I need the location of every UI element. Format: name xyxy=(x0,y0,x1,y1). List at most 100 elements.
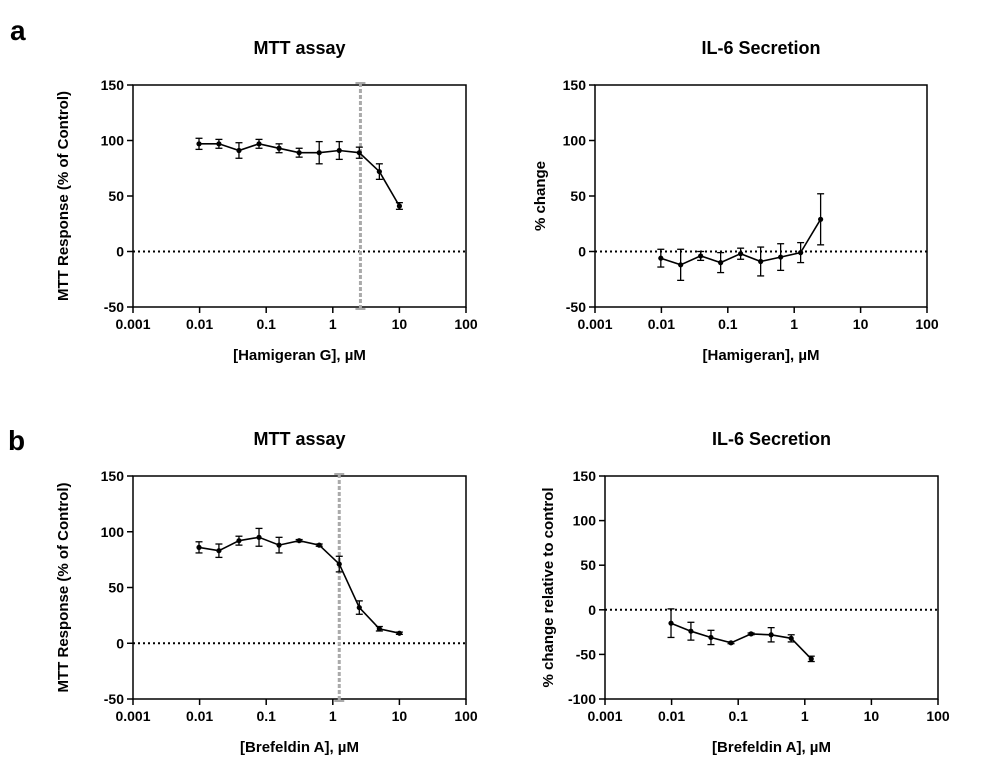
y-tick-label: 50 xyxy=(570,188,586,204)
y-tick-label: -100 xyxy=(568,691,596,707)
data-point xyxy=(738,251,744,257)
y-tick-label: -50 xyxy=(104,691,124,707)
data-point xyxy=(376,168,382,175)
data-point xyxy=(356,604,362,611)
y-tick-label: 150 xyxy=(101,77,125,93)
data-point xyxy=(678,262,684,268)
x-tick-label: 0.1 xyxy=(256,708,276,724)
y-axis-label: % change xyxy=(532,161,549,231)
y-tick-label: 50 xyxy=(580,557,596,573)
x-tick-label: 100 xyxy=(454,316,478,332)
x-tick-label: 0.01 xyxy=(186,316,213,332)
y-tick-label: 100 xyxy=(573,513,597,529)
series-line xyxy=(670,622,812,660)
x-tick-label: 0.001 xyxy=(577,316,612,332)
y-tick-label: 150 xyxy=(563,77,587,93)
x-tick-label: 100 xyxy=(915,316,939,332)
data-point xyxy=(356,150,362,156)
x-tick-label: 0.1 xyxy=(728,708,748,724)
panel-label-a: a xyxy=(10,15,26,46)
y-tick-label: 50 xyxy=(108,188,124,204)
plot-frame xyxy=(132,84,467,308)
data-point xyxy=(708,634,714,641)
data-point xyxy=(196,544,202,550)
x-axis-label: [Brefeldin A], µM xyxy=(712,739,831,756)
y-tick-label: -50 xyxy=(566,299,586,315)
data-point xyxy=(758,258,764,265)
y-axis-label: MTT Response (% of Control) xyxy=(55,483,72,693)
x-tick-label: 10 xyxy=(864,708,880,724)
x-tick-label: 1 xyxy=(801,708,809,724)
chart-title: IL-6 Secretion xyxy=(701,38,820,58)
y-tick-label: 100 xyxy=(101,133,125,149)
x-tick-label: 10 xyxy=(853,316,869,332)
x-tick-label: 10 xyxy=(392,316,408,332)
x-tick-label: 1 xyxy=(329,708,337,724)
data-point xyxy=(236,147,242,154)
x-tick-label: 100 xyxy=(926,708,950,724)
data-point xyxy=(296,150,302,156)
data-point xyxy=(748,631,754,637)
series-line xyxy=(198,536,400,634)
y-tick-label: 100 xyxy=(563,133,587,149)
x-tick-label: 0.01 xyxy=(186,708,213,724)
y-tick-label: 100 xyxy=(101,524,125,540)
chart-title: IL-6 Secretion xyxy=(712,429,831,449)
y-tick-label: 0 xyxy=(588,602,596,618)
x-tick-label: 0.1 xyxy=(718,316,738,332)
plot-frame xyxy=(132,475,467,700)
data-point xyxy=(376,626,382,632)
data-point xyxy=(778,254,784,260)
data-point xyxy=(718,260,724,266)
data-point xyxy=(658,255,664,261)
data-point xyxy=(276,542,282,548)
data-point xyxy=(296,538,302,544)
panel-label-b: b xyxy=(8,425,25,456)
y-axis-label: MTT Response (% of Control) xyxy=(55,91,72,301)
y-tick-label: 150 xyxy=(101,468,125,484)
x-tick-label: 10 xyxy=(392,708,408,724)
data-point xyxy=(216,141,222,147)
data-point xyxy=(276,145,282,151)
data-point xyxy=(688,628,694,634)
y-axis-label: % change relative to control xyxy=(540,487,557,687)
x-tick-label: 100 xyxy=(454,708,478,724)
y-tick-label: 0 xyxy=(578,244,586,260)
data-point xyxy=(256,534,262,540)
x-tick-label: 0.1 xyxy=(256,316,276,332)
x-tick-label: 1 xyxy=(329,316,337,332)
data-point xyxy=(216,548,222,554)
y-tick-label: -50 xyxy=(576,646,596,662)
x-axis-label: [Hamigeran], µM xyxy=(703,347,820,364)
data-point xyxy=(768,632,774,638)
data-point xyxy=(798,250,804,256)
y-tick-label: -50 xyxy=(104,299,124,315)
x-axis-label: [Brefeldin A], µM xyxy=(240,739,359,756)
x-axis-label: [Hamigeran G], µM xyxy=(233,347,366,364)
data-point xyxy=(728,640,734,646)
chart-title: MTT assay xyxy=(253,429,345,449)
data-point xyxy=(336,147,342,154)
chart-title: MTT assay xyxy=(253,38,345,58)
y-tick-label: 0 xyxy=(116,635,124,651)
data-point xyxy=(336,561,342,567)
data-point xyxy=(256,141,262,147)
data-point xyxy=(396,630,402,636)
y-tick-label: 150 xyxy=(573,468,597,484)
data-point xyxy=(788,635,794,641)
data-point xyxy=(698,253,704,259)
data-point xyxy=(818,216,824,222)
data-point xyxy=(396,203,402,209)
x-tick-label: 0.01 xyxy=(658,708,685,724)
x-tick-label: 0.001 xyxy=(115,708,150,724)
data-point xyxy=(668,620,674,626)
data-point xyxy=(196,141,202,147)
y-tick-label: 0 xyxy=(116,244,124,260)
x-tick-label: 0.001 xyxy=(587,708,622,724)
x-tick-label: 1 xyxy=(790,316,798,332)
data-point xyxy=(316,542,322,548)
data-point xyxy=(316,150,322,156)
y-tick-label: 50 xyxy=(108,580,124,596)
x-tick-label: 0.01 xyxy=(648,316,675,332)
